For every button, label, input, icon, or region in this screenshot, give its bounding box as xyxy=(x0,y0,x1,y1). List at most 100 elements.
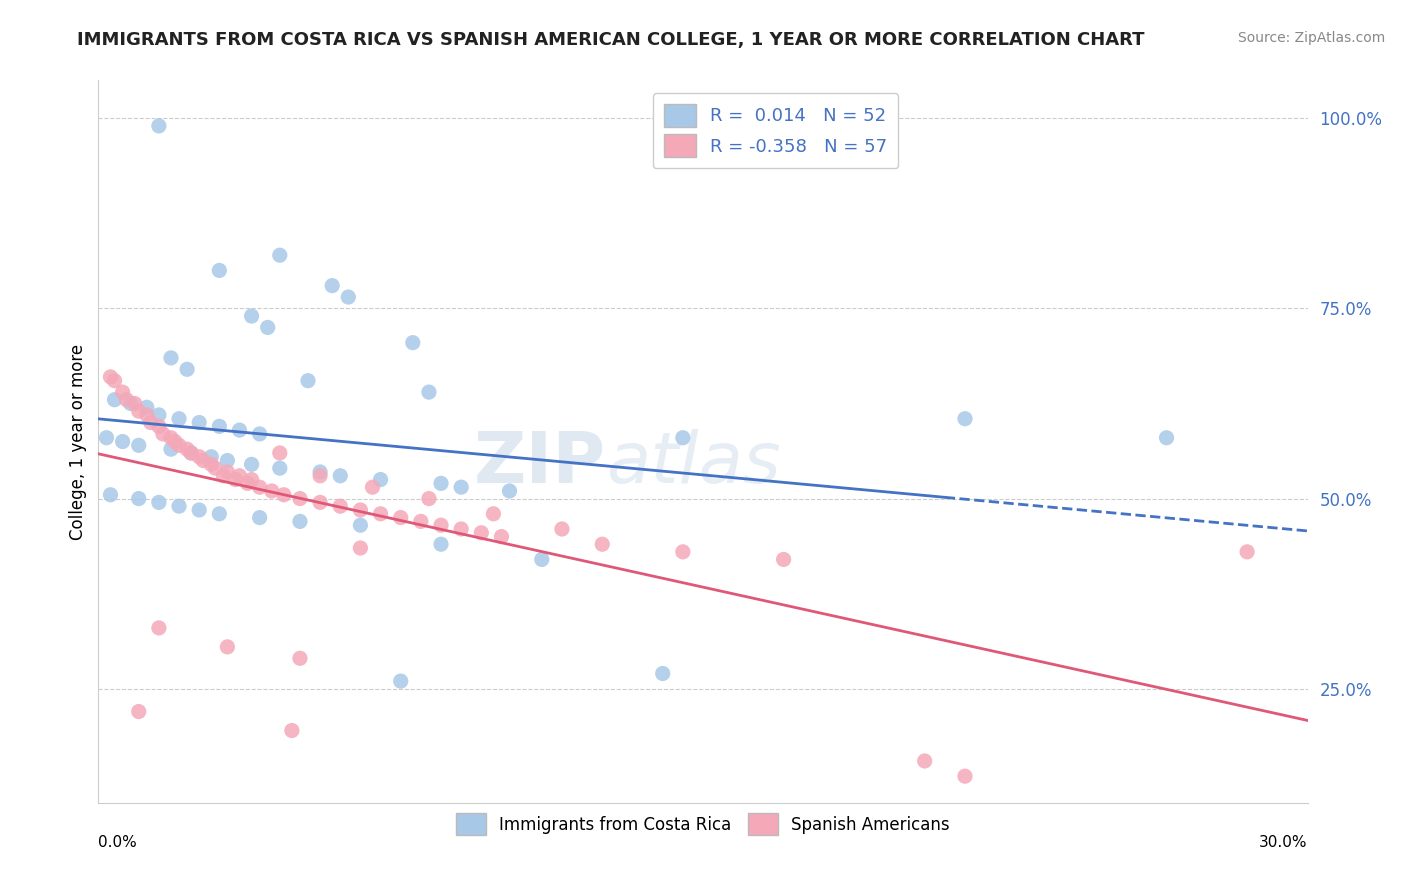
Point xyxy=(430,537,453,551)
Point xyxy=(208,507,231,521)
Point xyxy=(148,495,170,509)
Point xyxy=(200,458,222,472)
Point xyxy=(128,705,150,719)
Point xyxy=(180,446,202,460)
Point xyxy=(240,473,263,487)
Point xyxy=(329,499,352,513)
Point xyxy=(361,480,384,494)
Point xyxy=(430,476,453,491)
Point xyxy=(180,446,202,460)
Point xyxy=(148,419,170,434)
Point xyxy=(256,320,278,334)
Point xyxy=(160,431,183,445)
Point xyxy=(1156,431,1178,445)
Point xyxy=(269,461,291,475)
Point xyxy=(349,518,371,533)
Point xyxy=(430,518,453,533)
Text: Source: ZipAtlas.com: Source: ZipAtlas.com xyxy=(1237,31,1385,45)
Point xyxy=(103,374,125,388)
Point xyxy=(551,522,574,536)
Point xyxy=(269,248,291,262)
Point xyxy=(249,480,271,494)
Text: ZIP: ZIP xyxy=(474,429,606,498)
Point xyxy=(349,541,371,555)
Point xyxy=(96,431,118,445)
Y-axis label: College, 1 year or more: College, 1 year or more xyxy=(69,343,87,540)
Point xyxy=(370,473,392,487)
Point xyxy=(260,483,283,498)
Point xyxy=(152,426,174,441)
Point xyxy=(953,769,976,783)
Point xyxy=(160,351,183,365)
Text: 0.0%: 0.0% xyxy=(98,835,138,850)
Point xyxy=(111,434,134,449)
Point xyxy=(491,530,513,544)
Point xyxy=(240,309,263,323)
Point xyxy=(482,507,505,521)
Point xyxy=(167,438,190,452)
Point xyxy=(337,290,360,304)
Point xyxy=(1236,545,1258,559)
Text: IMMIGRANTS FROM COSTA RICA VS SPANISH AMERICAN COLLEGE, 1 YEAR OR MORE CORRELATI: IMMIGRANTS FROM COSTA RICA VS SPANISH AM… xyxy=(77,31,1144,49)
Point xyxy=(217,640,239,654)
Point xyxy=(228,423,250,437)
Point xyxy=(128,438,150,452)
Point xyxy=(530,552,553,566)
Point xyxy=(450,522,472,536)
Point xyxy=(208,419,231,434)
Point xyxy=(249,510,271,524)
Point xyxy=(288,515,311,529)
Point xyxy=(273,488,295,502)
Point xyxy=(389,510,412,524)
Text: 30.0%: 30.0% xyxy=(1260,835,1308,850)
Point xyxy=(100,488,122,502)
Point xyxy=(651,666,673,681)
Point xyxy=(188,503,211,517)
Text: atlas: atlas xyxy=(606,429,780,498)
Point xyxy=(672,545,695,559)
Point xyxy=(370,507,392,521)
Point xyxy=(288,491,311,506)
Point xyxy=(212,468,235,483)
Point xyxy=(914,754,936,768)
Point xyxy=(409,515,432,529)
Point xyxy=(672,431,695,445)
Point xyxy=(160,442,183,457)
Point xyxy=(402,335,425,350)
Point xyxy=(281,723,304,738)
Point xyxy=(208,263,231,277)
Point xyxy=(217,465,239,479)
Point xyxy=(228,468,250,483)
Point xyxy=(470,525,492,540)
Point xyxy=(297,374,319,388)
Point xyxy=(188,416,211,430)
Point xyxy=(176,442,198,457)
Point xyxy=(148,621,170,635)
Point xyxy=(200,450,222,464)
Point xyxy=(148,119,170,133)
Point xyxy=(498,483,520,498)
Point xyxy=(188,450,211,464)
Point xyxy=(217,453,239,467)
Point xyxy=(167,499,190,513)
Point xyxy=(135,401,157,415)
Point xyxy=(309,468,332,483)
Point xyxy=(953,411,976,425)
Point xyxy=(204,461,226,475)
Legend: Immigrants from Costa Rica, Spanish Americans: Immigrants from Costa Rica, Spanish Amer… xyxy=(450,806,956,841)
Point xyxy=(309,465,332,479)
Point xyxy=(249,426,271,441)
Point xyxy=(450,480,472,494)
Point xyxy=(163,434,186,449)
Point xyxy=(329,468,352,483)
Point xyxy=(288,651,311,665)
Point xyxy=(139,416,162,430)
Point xyxy=(120,396,142,410)
Point xyxy=(240,458,263,472)
Point xyxy=(128,404,150,418)
Point xyxy=(224,473,246,487)
Point xyxy=(418,491,440,506)
Point xyxy=(176,362,198,376)
Point xyxy=(111,385,134,400)
Point xyxy=(103,392,125,407)
